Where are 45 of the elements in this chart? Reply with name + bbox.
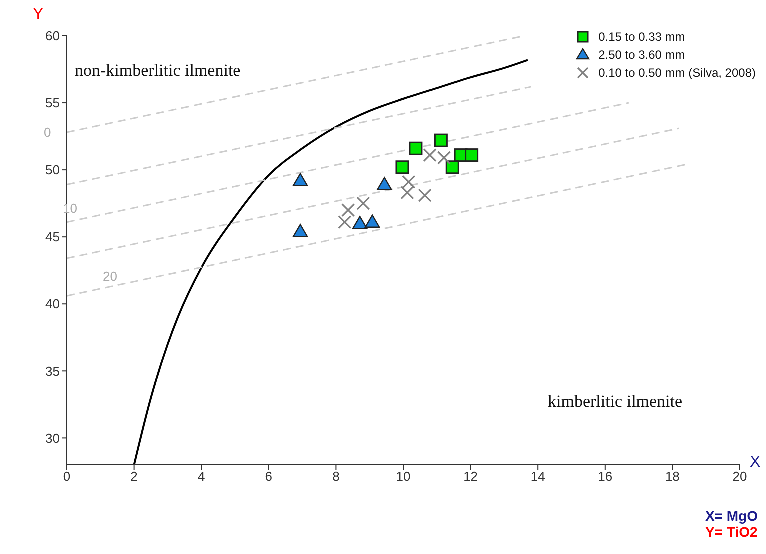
- point: [402, 175, 416, 189]
- x-tick-label: 4: [198, 469, 206, 484]
- point: [364, 214, 380, 228]
- legend-label: 0.15 to 0.33 mm: [598, 30, 686, 44]
- y-tick-label: 40: [46, 296, 60, 312]
- point: [356, 196, 370, 210]
- point: [396, 160, 410, 174]
- point: [292, 173, 308, 186]
- y-axis-title: Y: [33, 6, 44, 24]
- point: [292, 224, 308, 238]
- x-tick-label: 20: [732, 469, 748, 484]
- point: [352, 216, 368, 230]
- x-tick-label: 2: [130, 469, 138, 484]
- text: X= MgO: [705, 508, 758, 524]
- x-tick-label: 14: [530, 469, 546, 484]
- annotation: kimberlitic ilmenite: [548, 392, 683, 412]
- point: [338, 216, 352, 230]
- point: [446, 160, 460, 174]
- x-tick-label: 18: [665, 469, 680, 484]
- y-tick-label: 60: [46, 28, 60, 44]
- y-tick-label: 55: [46, 96, 60, 111]
- point: [377, 177, 392, 190]
- x-tick-label: 16: [598, 469, 613, 484]
- y-tick-label: 50: [46, 162, 60, 178]
- annotation: 20: [103, 269, 118, 284]
- x-tick-label: 12: [464, 469, 478, 484]
- legend-label: 0.10 to 0.50 mm (Silva, 2008): [598, 66, 756, 80]
- point: [434, 134, 448, 148]
- annotation: non-kimberlitic ilmenite: [75, 61, 241, 81]
- point: [400, 186, 414, 200]
- y-tick-label: 45: [46, 230, 60, 245]
- x-axis-title: X: [750, 454, 761, 472]
- x-tick-label: 0: [63, 469, 71, 484]
- text: 0: [44, 125, 52, 140]
- y-tick-label: 30: [46, 430, 60, 446]
- x-tick-label: 10: [396, 469, 411, 484]
- point: [418, 188, 432, 202]
- point: [465, 148, 479, 162]
- legend-label: 2.50 to 3.60 mm: [598, 48, 686, 62]
- point: [409, 142, 423, 156]
- y-tick-label: 35: [46, 364, 60, 379]
- point: [342, 203, 356, 218]
- x-tick-label: 6: [265, 469, 273, 484]
- text: Y= TiO2: [705, 524, 758, 540]
- x-tick-label: 8: [332, 469, 340, 484]
